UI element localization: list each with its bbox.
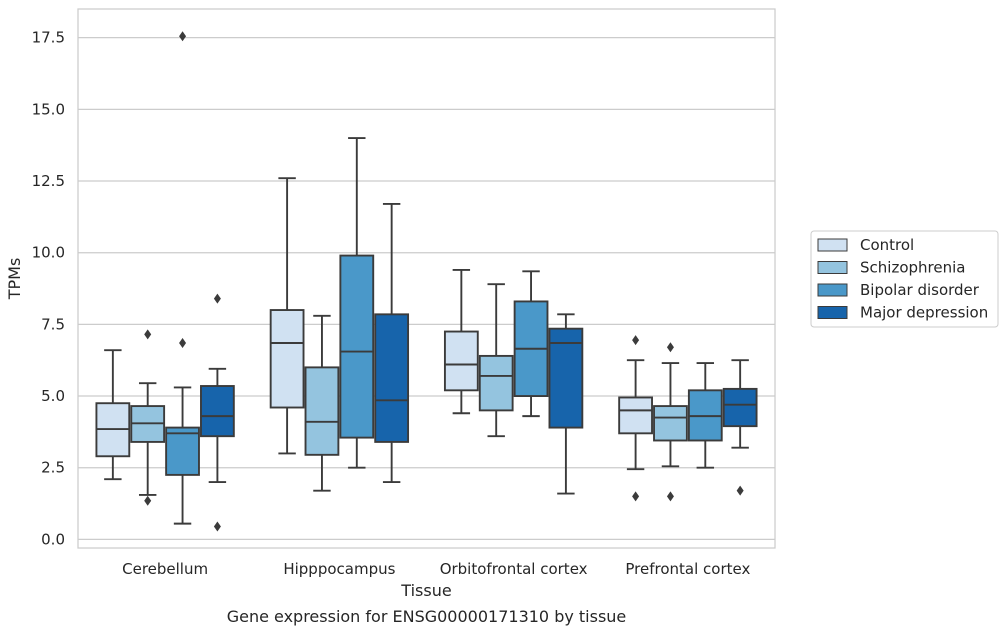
outlier-point: [179, 31, 187, 42]
iqr-box: [618, 396, 653, 435]
x-tick-label: Hipppocampus: [283, 560, 395, 578]
outlier-point: [736, 485, 744, 496]
x-axis-label: Tissue: [400, 581, 451, 600]
box-major-depression: [722, 359, 758, 496]
box-schizophrenia: [130, 329, 166, 506]
box-major-depression: [200, 293, 235, 532]
legend-swatch: [817, 283, 848, 297]
legend-label: Bipolar disorder: [860, 281, 980, 299]
legend-swatch: [817, 238, 848, 252]
x-tick-label: Orbitofrontal cortex: [440, 560, 588, 578]
y-tick-label: 12.5: [32, 172, 65, 190]
y-tick-label: 7.5: [41, 315, 65, 333]
box-bipolar-disorder: [513, 270, 549, 418]
iqr-box: [548, 327, 584, 429]
y-tick-label: 17.5: [32, 29, 65, 47]
iqr-box: [304, 366, 340, 456]
y-tick-label: 15.0: [32, 100, 65, 118]
box-bipolar-disorder: [339, 137, 375, 469]
iqr-box: [269, 309, 305, 409]
x-tick-label: Prefrontal cortex: [625, 560, 750, 578]
legend-swatch: [817, 306, 848, 319]
box-schizophrenia: [653, 342, 688, 502]
y-axis-ticks: 0.0 2.5 5.0 7.5 10.0 12.5 15.0 17.5: [32, 29, 65, 549]
outlier-point: [179, 338, 187, 349]
box-schizophrenia: [478, 283, 514, 438]
iqr-box: [478, 354, 514, 412]
y-tick-label: 10.0: [32, 244, 65, 262]
box-major-depression: [548, 313, 584, 495]
legend-swatch: [817, 261, 848, 274]
legend-label: Schizophrenia: [860, 259, 965, 277]
box-bipolar-disorder: [687, 362, 723, 469]
y-axis-label: TPMs: [5, 258, 24, 301]
iqr-box: [443, 330, 479, 392]
outlier-point: [632, 491, 640, 502]
x-tick-label: Cerebellum: [122, 560, 208, 578]
box-series: [95, 31, 758, 532]
plot-area-frame: [77, 8, 776, 549]
iqr-box: [374, 313, 410, 443]
y-tick-label: 5.0: [41, 387, 65, 405]
box-control: [443, 268, 479, 415]
iqr-box: [653, 405, 688, 442]
iqr-box: [722, 387, 758, 428]
iqr-box: [200, 385, 235, 438]
box-schizophrenia: [304, 314, 340, 492]
box-control: [95, 349, 131, 481]
outlier-point: [213, 521, 221, 532]
y-tick-label: 2.5: [41, 459, 65, 477]
y-tick-label: 0.0: [41, 530, 65, 548]
iqr-box: [339, 254, 375, 439]
outlier-point: [666, 491, 674, 502]
box-major-depression: [374, 203, 410, 484]
legend-label: Major depression: [860, 304, 988, 322]
outlier-point: [213, 293, 221, 304]
box-control: [269, 177, 305, 455]
outlier-point: [666, 342, 674, 353]
outlier-point: [632, 335, 640, 346]
legend: Control Schizophrenia Bipolar disorder Majo…: [810, 230, 999, 328]
x-axis-ticks: Cerebellum Hipppocampus Orbitofrontal cort…: [122, 560, 750, 578]
legend-frame: [810, 230, 999, 328]
chart-caption: Gene expression for ENSG00000171310 by t…: [227, 607, 627, 626]
iqr-box: [165, 426, 200, 476]
outlier-point: [144, 329, 152, 340]
legend-label: Control: [860, 236, 914, 254]
box-bipolar-disorder: [165, 31, 200, 525]
outlier-point: [144, 495, 152, 506]
box-control: [618, 335, 653, 502]
